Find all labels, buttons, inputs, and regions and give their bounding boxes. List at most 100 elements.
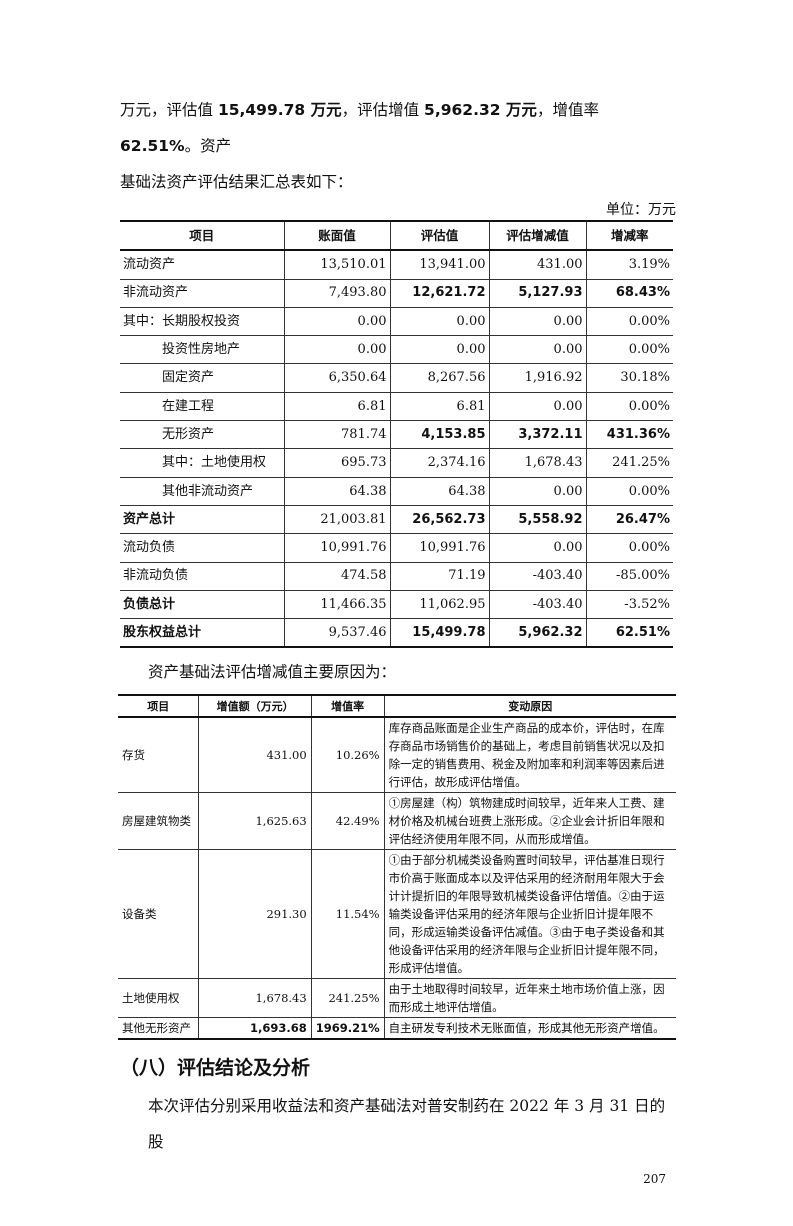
- table-row: 存货 431.00 10.26% 库存商品账面是企业生产商品的成本价，评估时，在库存商…: [118, 716, 676, 794]
- cell-value: 431.00: [488, 249, 587, 280]
- row-label: 非流动资产: [120, 278, 285, 308]
- subtitle: 资产基础法评估增减值主要原因为：: [148, 663, 397, 682]
- intro-line-2: 基础法资产评估结果汇总表如下：: [120, 173, 353, 191]
- cell-value: -85.00%: [585, 561, 673, 591]
- row-label: 存货: [118, 716, 200, 794]
- cell-value: 15,499.78: [389, 618, 490, 648]
- increase-amount: 1,693.68: [198, 1017, 312, 1040]
- cell-value: 0.00%: [585, 335, 673, 365]
- cell-value: 0.00: [488, 476, 587, 506]
- valuation-increase: 5,962.32 万元: [424, 101, 537, 119]
- cell-value: 21,003.81: [283, 504, 391, 535]
- table-row: 投资性房地产 0.00 0.00 0.00 0.00%: [120, 335, 673, 365]
- intro-line-1: 万元，评估值 15,499.78 万元，评估增值 5,962.32 万元，增值率…: [120, 92, 676, 164]
- table-row: 其他非流动资产 64.38 64.38 0.00 0.00%: [120, 476, 673, 506]
- change-reasons-table: 项目 增值额（万元） 增值率 变动原因 存货 431.00 10.26% 库存商品账面是企业生…: [118, 694, 676, 1041]
- cell-value: 0.00: [488, 335, 587, 365]
- cell-value: 30.18%: [585, 363, 673, 393]
- increase-rate: 42.49%: [310, 792, 385, 851]
- table-row: 非流动资产 7,493.80 12,621.72 5,127.93 68.43%: [120, 278, 673, 308]
- conclusion-paragraph: 本次评估分别采用收益法和资产基础法对普安制药在 2022 年 3 月 31 日的…: [148, 1097, 666, 1152]
- cell-value: 8,267.56: [389, 363, 490, 393]
- cell-value: 0.00: [488, 306, 587, 337]
- cell-value: -3.52%: [585, 589, 673, 620]
- row-label: 固定资产: [120, 363, 285, 393]
- page-number: 207: [643, 1172, 666, 1187]
- text: ，增值率: [536, 101, 599, 119]
- table-row: 房屋建筑物类 1,625.63 42.49% ①房屋建（构）筑物建成时间较早，近年来人…: [118, 792, 676, 851]
- increase-amount: 1,678.43: [198, 978, 312, 1019]
- cell-value: 0.00%: [585, 533, 673, 563]
- cell-value: 0.00%: [585, 306, 673, 337]
- cell-value: 3,372.11: [488, 420, 587, 450]
- row-label: 资产总计: [120, 504, 285, 535]
- cell-value: 0.00: [389, 306, 490, 337]
- cell-value: 0.00: [488, 391, 587, 422]
- cell-value: -403.40: [488, 589, 587, 620]
- increase-rate: 10.26%: [310, 716, 385, 794]
- valuation-value: 15,499.78 万元: [217, 101, 342, 119]
- column-header: 账面值: [283, 220, 391, 252]
- cell-value: 6.81: [389, 391, 490, 422]
- section-heading: （八）评估结论及分析: [120, 1057, 311, 1080]
- increase-rate: 1969.21%: [310, 1017, 385, 1040]
- cell-value: 3.19%: [585, 249, 673, 280]
- cell-value: 7,493.80: [283, 278, 391, 308]
- row-label: 其中：土地使用权: [120, 448, 285, 478]
- cell-value: 0.00: [283, 335, 391, 365]
- cell-value: 12,621.72: [389, 278, 490, 308]
- cell-value: 11,466.35: [283, 589, 391, 620]
- cell-value: 71.19: [389, 561, 490, 591]
- cell-value: 0.00: [283, 306, 391, 337]
- increase-rate: 241.25%: [310, 978, 385, 1019]
- change-reason: ①由于部分机械类设备购置时间较早，评估基准日现行市价高于账面成本以及评估采用的经…: [383, 849, 676, 980]
- cell-value: 1,678.43: [488, 448, 587, 478]
- change-reason: 自主研发专利技术无账面值，形成其他无形资产增值。: [383, 1017, 676, 1040]
- row-label: 设备类: [118, 849, 200, 980]
- column-header: 增减率: [585, 220, 673, 252]
- cell-value: 6,350.64: [283, 363, 391, 393]
- cell-value: 781.74: [283, 420, 391, 450]
- row-label: 其他无形资产: [118, 1017, 200, 1040]
- text: 万元，评估值: [120, 101, 218, 119]
- table-row: 固定资产 6,350.64 8,267.56 1,916.92 30.18%: [120, 363, 673, 393]
- cell-value: 10,991.76: [283, 533, 391, 563]
- cell-value: 2,374.16: [389, 448, 490, 478]
- cell-value: 9,537.46: [283, 618, 391, 648]
- column-header: 评估值: [389, 220, 490, 252]
- change-reason: 由于土地取得时间较早，近年来土地市场价值上涨，因而形成土地评估增值。: [383, 978, 676, 1019]
- row-label: 房屋建筑物类: [118, 792, 200, 851]
- cell-value: 0.00%: [585, 391, 673, 422]
- change-reason: 库存商品账面是企业生产商品的成本价，评估时，在库存商品市场销售价的基础上，考虑目…: [383, 716, 676, 794]
- table-row: 在建工程 6.81 6.81 0.00 0.00%: [120, 391, 673, 422]
- cell-value: 4,153.85: [389, 420, 490, 450]
- cell-value: 241.25%: [585, 448, 673, 478]
- asset-valuation-summary-table: 项目 账面值 评估值 评估增减值 增减率 流动资产 13,510.01 13,941.00 43…: [120, 220, 673, 649]
- cell-value: 64.38: [389, 476, 490, 506]
- cell-value: 26.47%: [585, 504, 673, 535]
- cell-value: 5,558.92: [488, 504, 587, 535]
- cell-value: 5,127.93: [488, 278, 587, 308]
- cell-value: 10,991.76: [389, 533, 490, 563]
- unit-label: 单位：万元: [606, 202, 676, 218]
- table-row: 流动负债 10,991.76 10,991.76 0.00 0.00%: [120, 533, 673, 563]
- column-header: 增值额（万元）: [198, 694, 312, 719]
- row-label: 在建工程: [120, 391, 285, 422]
- table-row: 其中：长期股权投资 0.00 0.00 0.00 0.00%: [120, 306, 673, 337]
- cell-value: 13,941.00: [389, 249, 490, 280]
- cell-value: 68.43%: [585, 278, 673, 308]
- cell-value: 62.51%: [585, 618, 673, 648]
- column-header: 变动原因: [383, 694, 676, 719]
- increase-amount: 431.00: [198, 716, 312, 794]
- cell-value: 431.36%: [585, 420, 673, 450]
- cell-value: 26,562.73: [389, 504, 490, 535]
- change-reason: ①房屋建（构）筑物建成时间较早，近年来人工费、建材价格及机械台班费上涨形成。②企…: [383, 792, 676, 851]
- table-row: 资产总计 21,003.81 26,562.73 5,558.92 26.47%: [120, 504, 673, 535]
- increase-rate: 11.54%: [310, 849, 385, 980]
- table-header-row: 项目 账面值 评估值 评估增减值 增减率: [120, 220, 673, 252]
- cell-value: 0.00: [488, 533, 587, 563]
- row-label: 非流动负债: [120, 561, 285, 591]
- cell-value: 13,510.01: [283, 249, 391, 280]
- cell-value: -403.40: [488, 561, 587, 591]
- row-label: 负债总计: [120, 589, 285, 620]
